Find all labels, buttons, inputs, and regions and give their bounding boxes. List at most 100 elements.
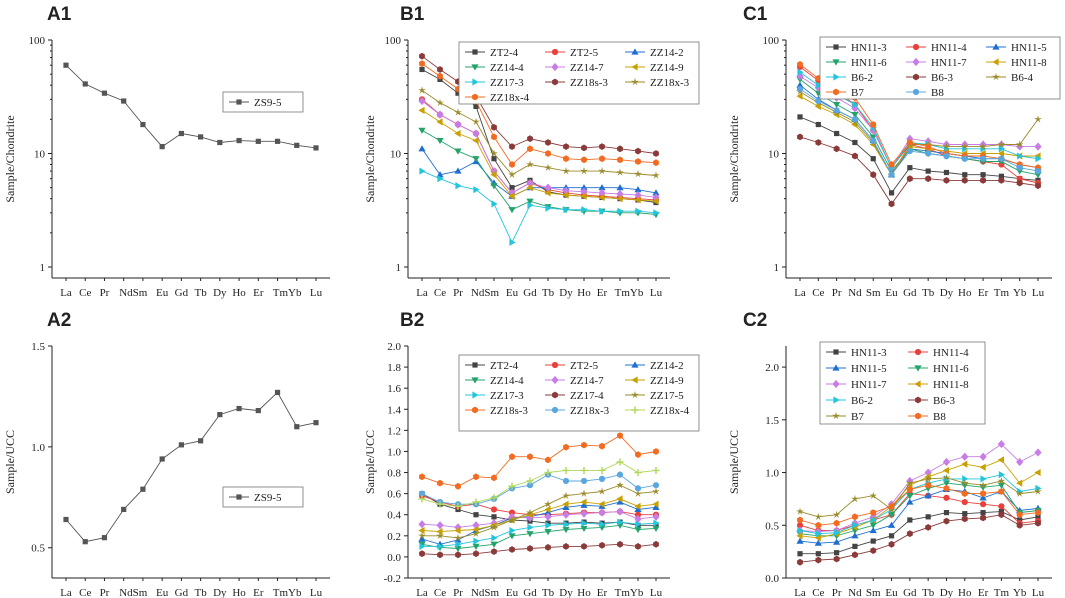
series-line [799, 514, 1039, 563]
data-point [980, 172, 986, 178]
data-point [527, 145, 533, 153]
legend-label: ZZ17-5 [650, 390, 684, 402]
data-point [961, 482, 969, 489]
x-tick-label: Tb [542, 587, 555, 598]
legend-marker [912, 43, 920, 51]
data-point [436, 531, 444, 540]
legend-entry: ZZ18s-3 [545, 77, 608, 89]
data-point [545, 456, 551, 464]
x-tick-label: Nd [848, 287, 862, 299]
data-point [833, 145, 840, 153]
legend-marker [551, 406, 559, 414]
legend-entry: HN11-3 [826, 347, 887, 359]
legend-label: ZZ18x-3 [570, 405, 610, 417]
data-point [653, 540, 659, 548]
data-point [508, 207, 516, 214]
data-point [852, 152, 858, 160]
x-tick-label: Eu [885, 287, 898, 299]
data-point [616, 168, 624, 176]
data-point [852, 543, 858, 549]
legend-entry: ZZ18s-3 [465, 405, 528, 417]
x-tick-label: Gd [523, 587, 537, 598]
data-point [509, 143, 515, 150]
legend-marker [631, 48, 639, 55]
series-zz17-5 [418, 481, 660, 542]
legend-entry: HN11-3 [826, 42, 887, 54]
data-point [491, 133, 497, 141]
legend-entry: ZZ17-4 [545, 390, 604, 402]
series-line [799, 474, 1039, 535]
data-point [925, 524, 932, 531]
y-tick-label: 1.0 [765, 468, 779, 480]
data-point [545, 150, 551, 157]
data-point [833, 101, 841, 109]
data-point [851, 104, 859, 113]
x-tick-label: TmYb [615, 587, 644, 598]
panel-label: C2 [743, 310, 767, 331]
data-point [159, 144, 165, 150]
legend-entry: ZT2-5 [545, 47, 599, 59]
legend-label: HN11-5 [851, 363, 887, 375]
data-point [961, 460, 968, 468]
data-point [998, 173, 1004, 179]
data-point [491, 514, 497, 520]
x-tick-label: Er [978, 587, 989, 598]
y-tick-label: 1.0 [387, 446, 401, 458]
data-point [580, 489, 588, 497]
data-point [797, 133, 803, 141]
legend-entry: HN11-4 [908, 347, 969, 359]
data-point [888, 533, 895, 539]
legend-entry: ZZ14-4 [465, 375, 524, 387]
data-point [527, 453, 533, 461]
data-point [851, 532, 859, 539]
data-point [454, 536, 462, 543]
x-tick-label: Yb [1013, 287, 1027, 299]
data-point [634, 526, 642, 534]
data-point [436, 521, 444, 530]
x-tick-label: Pr [832, 587, 842, 598]
x-tick-label: Ho [577, 287, 591, 299]
data-point [942, 457, 951, 467]
data-point [1035, 509, 1041, 516]
data-point [652, 482, 660, 489]
data-point [653, 209, 660, 217]
data-point [924, 468, 932, 477]
data-point [852, 551, 858, 559]
data-point [815, 521, 822, 529]
panel-label: C1 [743, 4, 768, 25]
legend-entry: B6-2 [826, 395, 873, 407]
data-point [455, 540, 462, 548]
y-tick-label: 0.0 [387, 552, 401, 564]
data-point [217, 411, 223, 418]
data-point [1016, 511, 1023, 519]
data-point [887, 512, 896, 519]
legend-marker [551, 361, 559, 369]
data-point [82, 539, 88, 545]
x-tick-label: Er [597, 587, 608, 598]
data-point [635, 451, 641, 458]
series-line [421, 543, 657, 556]
legend-label: ZT2-4 [490, 47, 519, 59]
data-point [616, 184, 624, 191]
data-point [834, 529, 841, 537]
series-line [799, 488, 1039, 544]
data-point [870, 516, 877, 524]
series-b8 [796, 85, 1042, 178]
data-point [888, 502, 895, 510]
series-line [421, 170, 657, 244]
x-tick-label: Lu [310, 587, 323, 598]
legend-entry: ZZ14-2 [625, 47, 684, 59]
legend-entry: HN11-7 [906, 57, 967, 69]
x-tick-label: Tm [994, 587, 1010, 598]
data-point [472, 525, 479, 534]
data-point [454, 148, 462, 155]
legend-marker [631, 77, 639, 86]
legend-entry: HN11-8 [986, 57, 1047, 69]
data-point [581, 144, 587, 152]
data-point [616, 458, 624, 466]
data-point [490, 541, 498, 548]
data-point [815, 121, 821, 128]
legend-marker [472, 49, 478, 55]
data-point [599, 520, 606, 528]
data-point [436, 137, 444, 145]
